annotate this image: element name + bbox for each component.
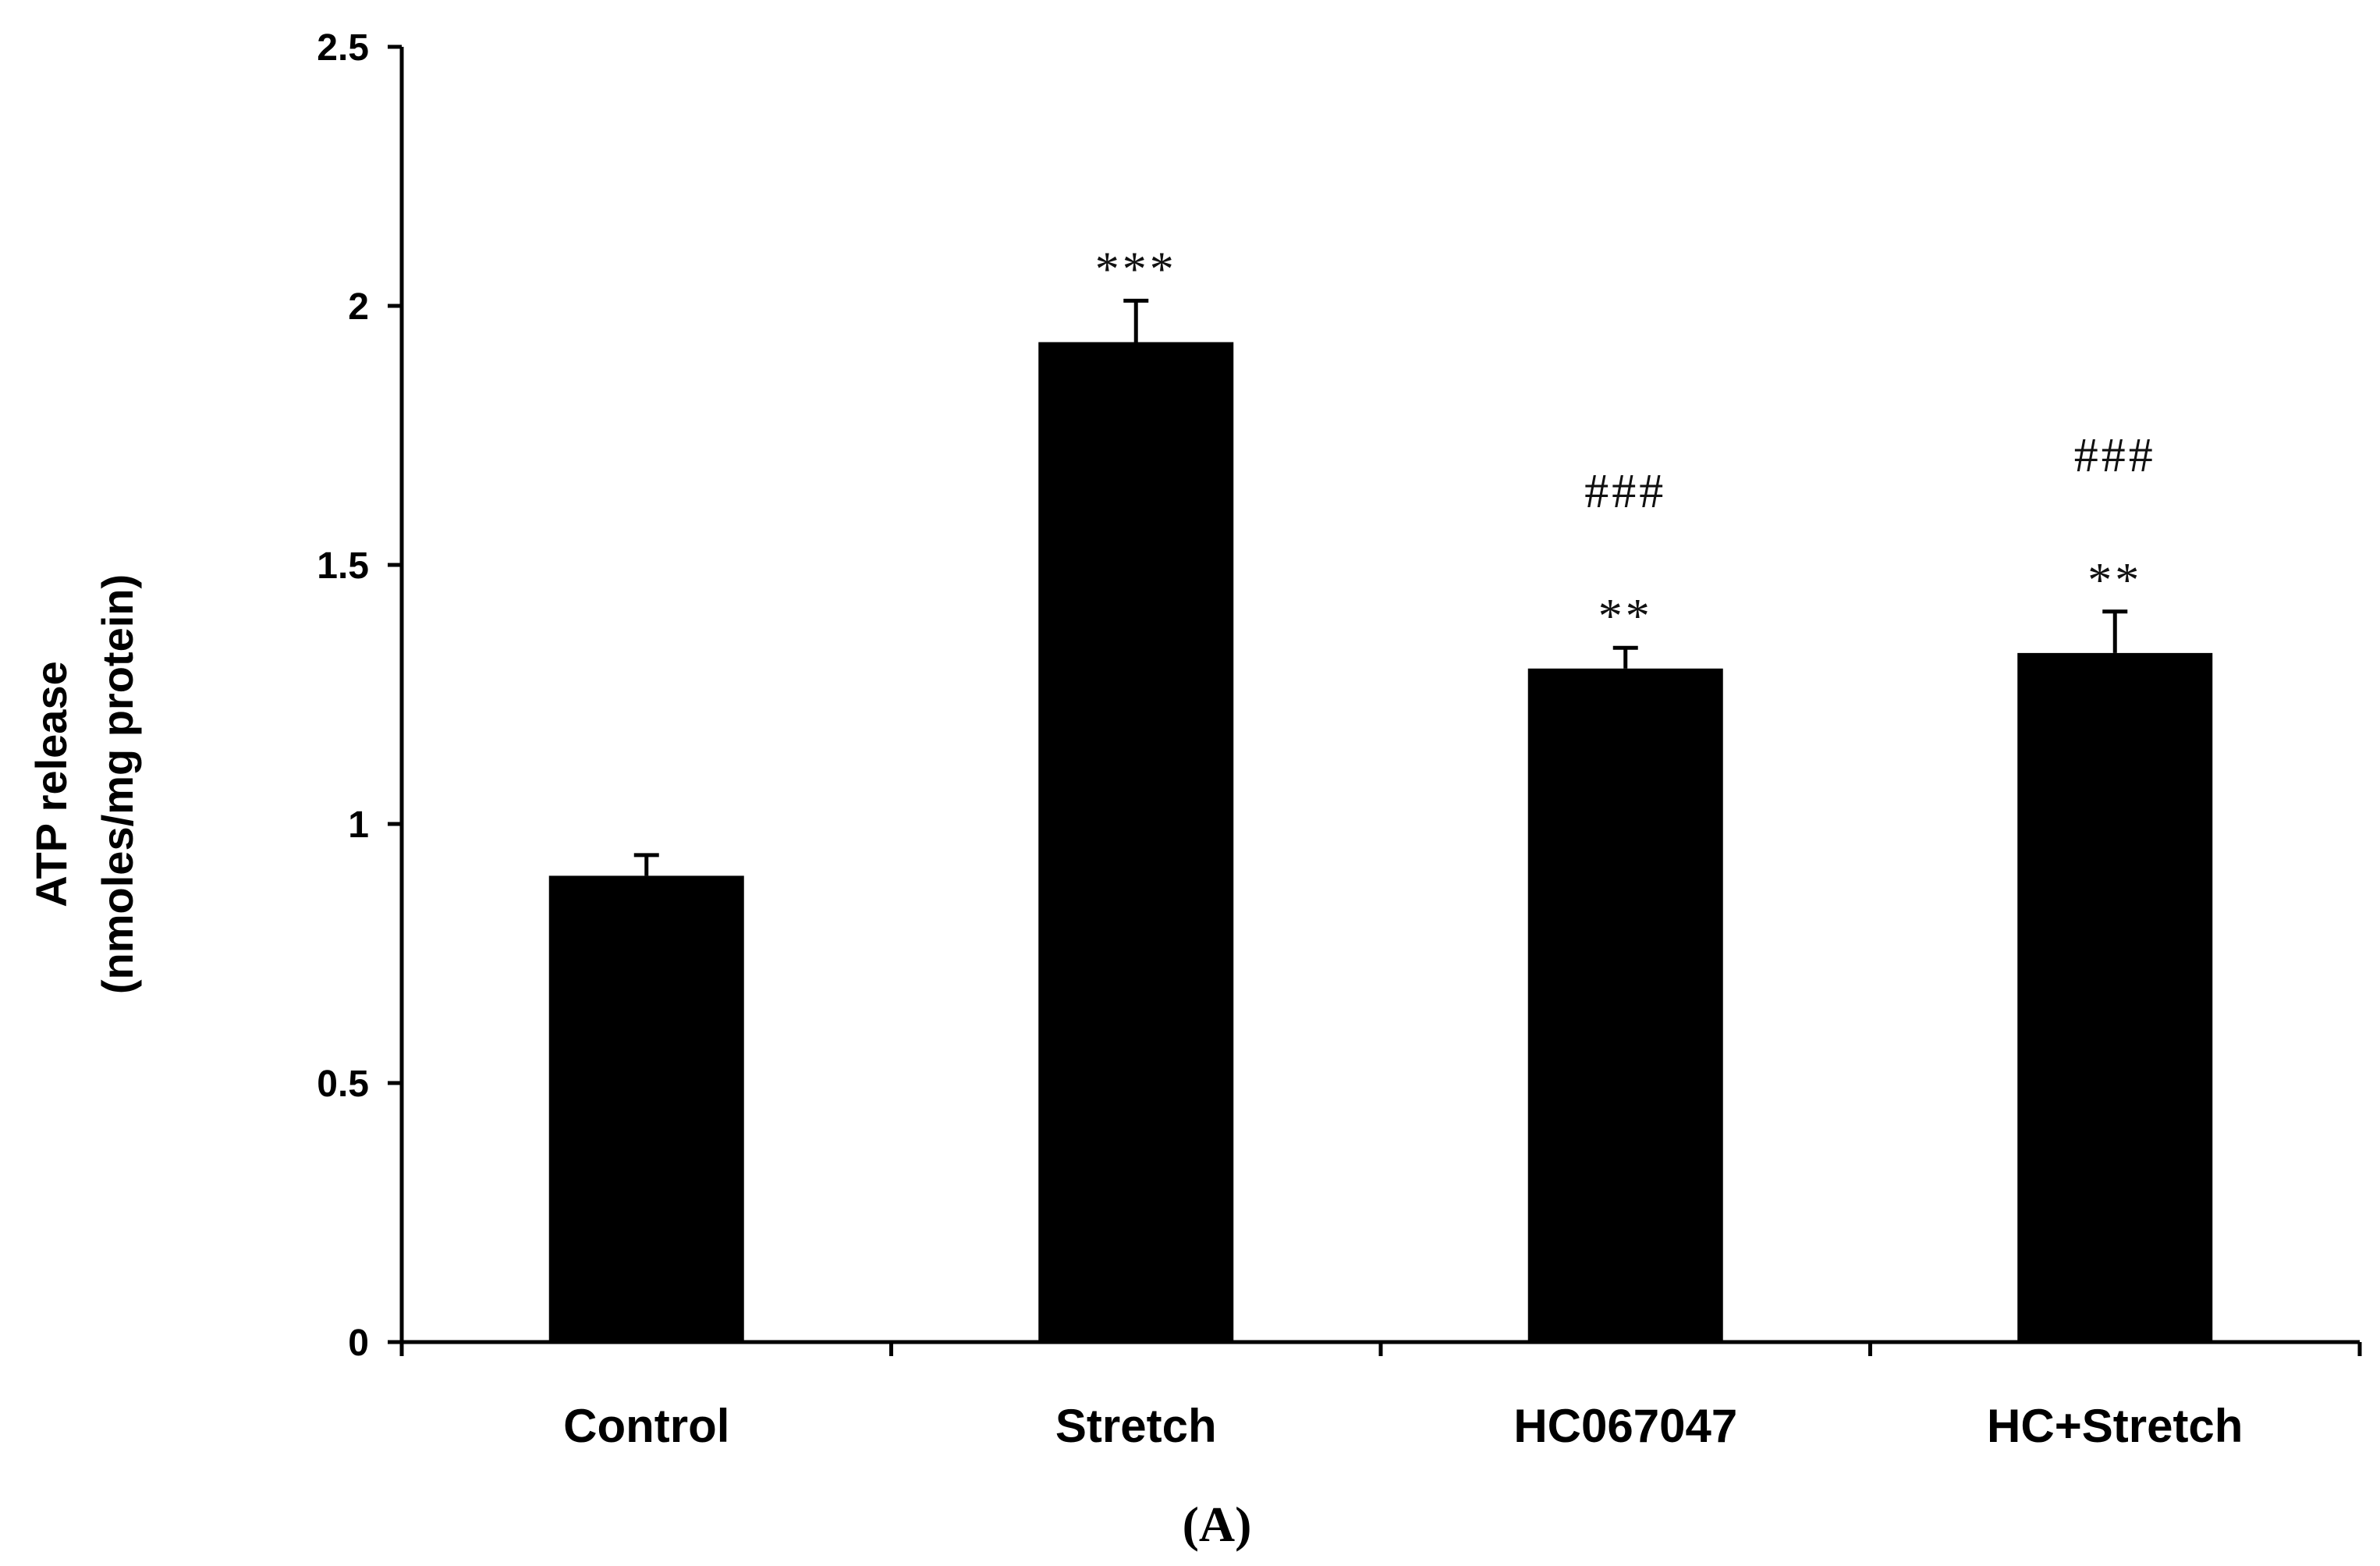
y-axis-title-line2: (nmoles/mg protein) [93, 574, 142, 994]
bar [548, 875, 744, 1342]
y-tick-label: 2.5 [317, 27, 369, 69]
y-tick-label: 1 [348, 804, 369, 846]
significance-annotation: ### [1584, 465, 1666, 518]
plot-area: 0 0.5 1 1.5 2 2.5 Control Stretch HC067047 HC+Str… [317, 27, 2362, 1452]
x-tick-label: Control [563, 1400, 729, 1452]
significance-annotation: ### [2074, 429, 2156, 482]
significance-annotation: ** [1598, 590, 1653, 643]
x-tick-label: HC067047 [1513, 1400, 1737, 1452]
y-tick-label: 2 [348, 286, 369, 328]
y-axis-title: ATP release (nmoles/mg protein) [27, 574, 142, 994]
y-axis-title-line1: ATP release [27, 661, 76, 907]
panel-label: (A) [1183, 1497, 1252, 1552]
bar [1527, 668, 1723, 1342]
y-tick-label: 0 [348, 1323, 369, 1364]
x-tick-label: HC+Stretch [1987, 1400, 2243, 1452]
y-tick-label: 1.5 [317, 545, 369, 587]
bar [2017, 652, 2213, 1342]
significance-annotation: *** [1095, 243, 1177, 296]
significance-annotation: ** [2087, 554, 2142, 607]
y-tick-label: 0.5 [317, 1064, 369, 1105]
x-tick-label: Stretch [1055, 1400, 1217, 1452]
bar [1038, 342, 1234, 1343]
